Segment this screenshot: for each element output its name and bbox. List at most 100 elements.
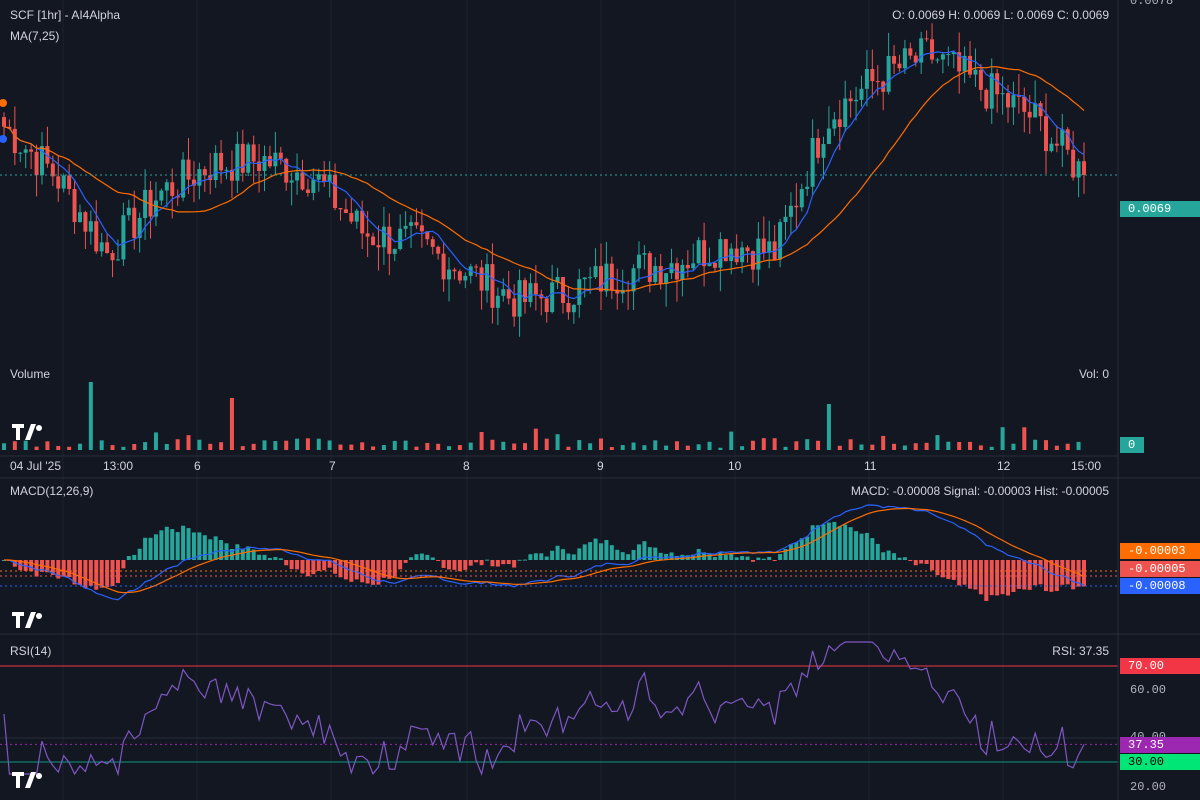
candle <box>577 279 582 305</box>
volume-bar <box>740 446 745 450</box>
volume-label: Volume <box>10 367 51 381</box>
candle <box>593 266 598 278</box>
rsi-axis-tick: 60.00 <box>1130 683 1167 697</box>
candle <box>799 189 804 208</box>
candle <box>805 186 810 190</box>
macd-hist-bar <box>224 543 229 560</box>
volume-bar <box>208 443 213 450</box>
volume-bar <box>175 439 180 450</box>
ohlc-readout: O: 0.0069 H: 0.0069 L: 0.0069 C: 0.0069 <box>892 8 1109 22</box>
candle <box>360 210 365 234</box>
candle <box>1065 129 1070 150</box>
macd-signal-line <box>4 507 1085 594</box>
macd-hist-bar <box>930 560 935 571</box>
macd-hist-bar <box>447 560 452 570</box>
volume-bar <box>327 440 332 450</box>
candle <box>72 188 77 223</box>
volume-bar <box>989 446 994 450</box>
volume-bar <box>164 443 169 450</box>
candle <box>56 176 61 189</box>
candle <box>441 253 446 280</box>
candle <box>39 146 44 176</box>
candle <box>45 146 50 164</box>
ma25-line <box>3 66 1085 293</box>
macd-hist-bar <box>707 554 712 560</box>
ma25-marker <box>0 99 7 107</box>
candle <box>582 277 587 280</box>
tradingview-logo[interactable] <box>12 772 42 788</box>
candle <box>1076 161 1081 178</box>
candle <box>816 137 821 158</box>
macd-hist-bar <box>946 560 951 580</box>
candle <box>376 245 381 248</box>
volume-bar <box>718 447 723 450</box>
candle <box>642 253 647 255</box>
macd-hist-bar <box>99 560 104 588</box>
candle <box>137 217 142 238</box>
macd-hist-bar <box>729 554 734 560</box>
candle <box>164 182 169 191</box>
volume-bar <box>902 445 907 450</box>
candle <box>935 59 940 61</box>
macd-hist-bar <box>571 554 576 560</box>
macd-hist-bar <box>1000 560 1005 595</box>
candle <box>105 242 110 254</box>
macd-hist-bar <box>110 560 115 587</box>
volume-bar <box>978 445 983 450</box>
macd-signal-tag: -0.00003 <box>1120 543 1200 559</box>
candle <box>143 189 148 218</box>
macd-hist-bar <box>740 556 745 560</box>
volume-bar <box>642 445 647 450</box>
candle <box>718 239 723 268</box>
volume-bar <box>436 443 441 450</box>
macd-hist-bar <box>539 553 544 560</box>
candle <box>371 236 376 246</box>
candle <box>680 264 685 280</box>
candle <box>197 169 202 186</box>
macd-hist-bar <box>1082 560 1086 587</box>
volume-bar <box>284 440 289 450</box>
candle <box>77 212 82 223</box>
candle <box>913 55 918 63</box>
candle <box>864 69 869 89</box>
macd-hist-bar <box>799 538 804 560</box>
macd-hist-bar <box>848 527 853 560</box>
tradingview-logo[interactable] <box>12 424 42 440</box>
candle <box>902 48 907 69</box>
candle <box>740 247 745 263</box>
volume-bar <box>99 440 104 450</box>
volume-bar <box>229 398 234 450</box>
volume-bar <box>588 443 593 450</box>
tradingview-logo[interactable] <box>12 612 42 628</box>
volume-bar <box>501 441 506 450</box>
volume-bar <box>251 443 256 450</box>
macd-hist-bar <box>582 544 587 560</box>
symbol-title: SCF [1hr] - AI4Alpha <box>10 8 121 22</box>
macd-hist-bar <box>360 560 365 583</box>
macd-hist-bar <box>29 560 34 572</box>
macd-hist-bar <box>452 560 457 570</box>
volume-bar <box>1022 427 1027 450</box>
candle <box>1027 111 1032 118</box>
volume-bar <box>12 441 17 450</box>
candle <box>381 226 386 248</box>
candle <box>1011 95 1016 108</box>
macd-hist-bar <box>354 560 359 580</box>
macd-hist-bar <box>533 553 538 560</box>
candle <box>533 283 538 295</box>
macd-hist-bar <box>935 560 940 576</box>
macd-hist-bar <box>430 557 435 560</box>
candle <box>246 144 251 173</box>
candle <box>251 144 256 162</box>
macd-hist-bar <box>392 560 397 577</box>
macd-hist-bar <box>550 550 555 560</box>
macd-hist-bar <box>235 544 240 560</box>
time-tick: 11 <box>864 459 877 473</box>
macd-hist-bar <box>191 532 196 560</box>
candle <box>555 277 560 283</box>
candle <box>788 205 793 217</box>
candle <box>34 151 39 176</box>
rsi-line <box>3 641 1085 777</box>
volume-bar <box>544 438 549 450</box>
macd-hist-bar <box>517 559 522 561</box>
